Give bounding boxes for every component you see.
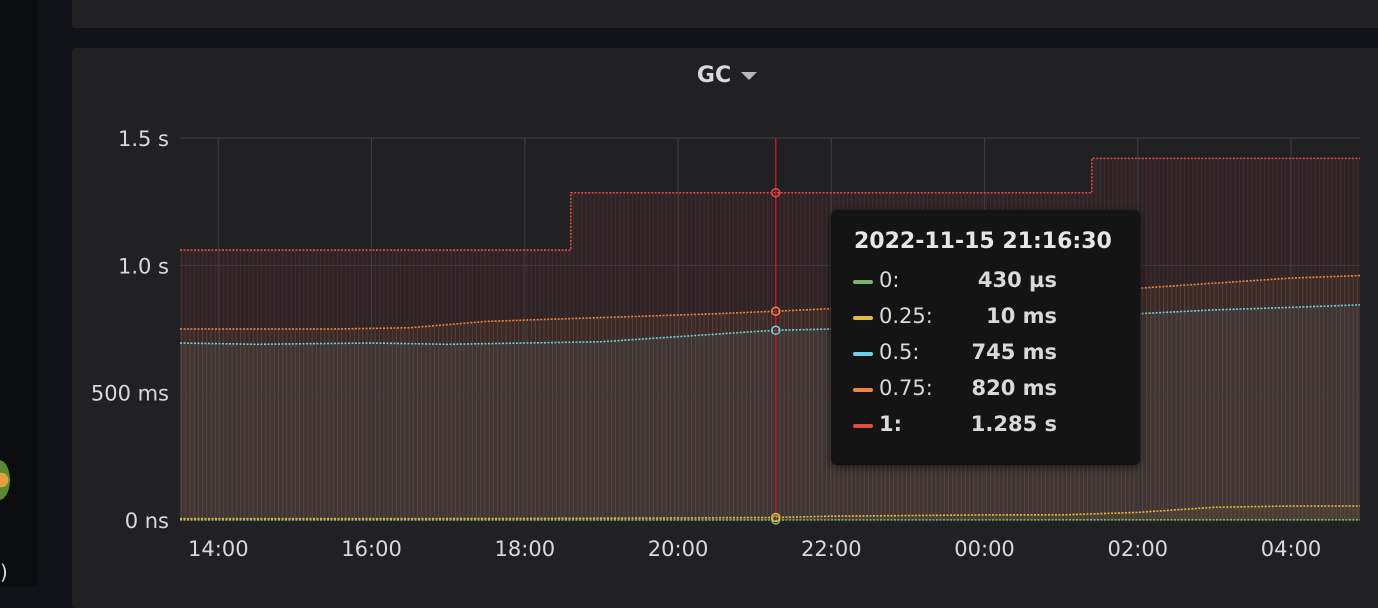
series-name: 1: [879, 412, 902, 436]
series-name: 0.75: [879, 376, 933, 400]
x-tick-label: 22:00 [801, 537, 862, 561]
x-tick-label: 04:00 [1261, 537, 1322, 561]
tooltip-row-q05: 0.5: 745 ms [853, 340, 1133, 370]
series-value: 745 ms [943, 340, 1057, 364]
x-tick-label: 18:00 [495, 537, 556, 561]
series-name: 0.25: [879, 304, 933, 328]
y-tick-label: 0 ns [125, 509, 169, 533]
tooltip-row-q075: 0.75: 820 ms [853, 376, 1133, 406]
legend-swatch [853, 388, 873, 392]
series-value: 820 ms [943, 376, 1057, 400]
tooltip-row-q025: 0.25: 10 ms [853, 304, 1133, 334]
tooltip-time: 2022-11-15 21:16:30 [854, 229, 1112, 254]
x-axis-labels: 14:00 16:00 18:00 20:00 22:00 00:00 02:00 04:00 [188, 537, 1321, 561]
series-value: 1.285 s [943, 412, 1057, 436]
series-name: 0: [879, 268, 899, 292]
x-tick-label: 16:00 [341, 537, 402, 561]
x-tick-label: 02:00 [1108, 537, 1169, 561]
tooltip-row-q1: 1: 1.285 s [853, 412, 1133, 442]
legend-swatch [853, 352, 873, 356]
legend-swatch [853, 316, 873, 320]
tooltip-row-q0: 0: 430 µs [853, 268, 1133, 298]
y-tick-label: 1.5 s [118, 127, 169, 151]
gc-chart[interactable]: 0 ns 500 ms 1.0 s 1.5 s 14:00 16:00 18:00 20:0… [0, 0, 1378, 586]
series-value: 10 ms [943, 304, 1057, 328]
y-tick-label: 500 ms [91, 382, 169, 406]
y-axis-labels: 0 ns 500 ms 1.0 s 1.5 s [91, 127, 169, 533]
hover-tooltip: 2022-11-15 21:16:30 0: 430 µs 0.25: 10 m… [831, 210, 1140, 465]
series-fill-layer [180, 158, 1360, 520]
legend-swatch [853, 280, 873, 284]
x-tick-label: 20:00 [648, 537, 709, 561]
y-tick-label: 1.0 s [118, 254, 169, 278]
x-tick-label: 00:00 [954, 537, 1015, 561]
x-tick-label: 14:00 [188, 537, 249, 561]
legend-swatch [853, 424, 873, 428]
series-name: 0.5: [879, 340, 919, 364]
series-value: 430 µs [943, 268, 1057, 292]
